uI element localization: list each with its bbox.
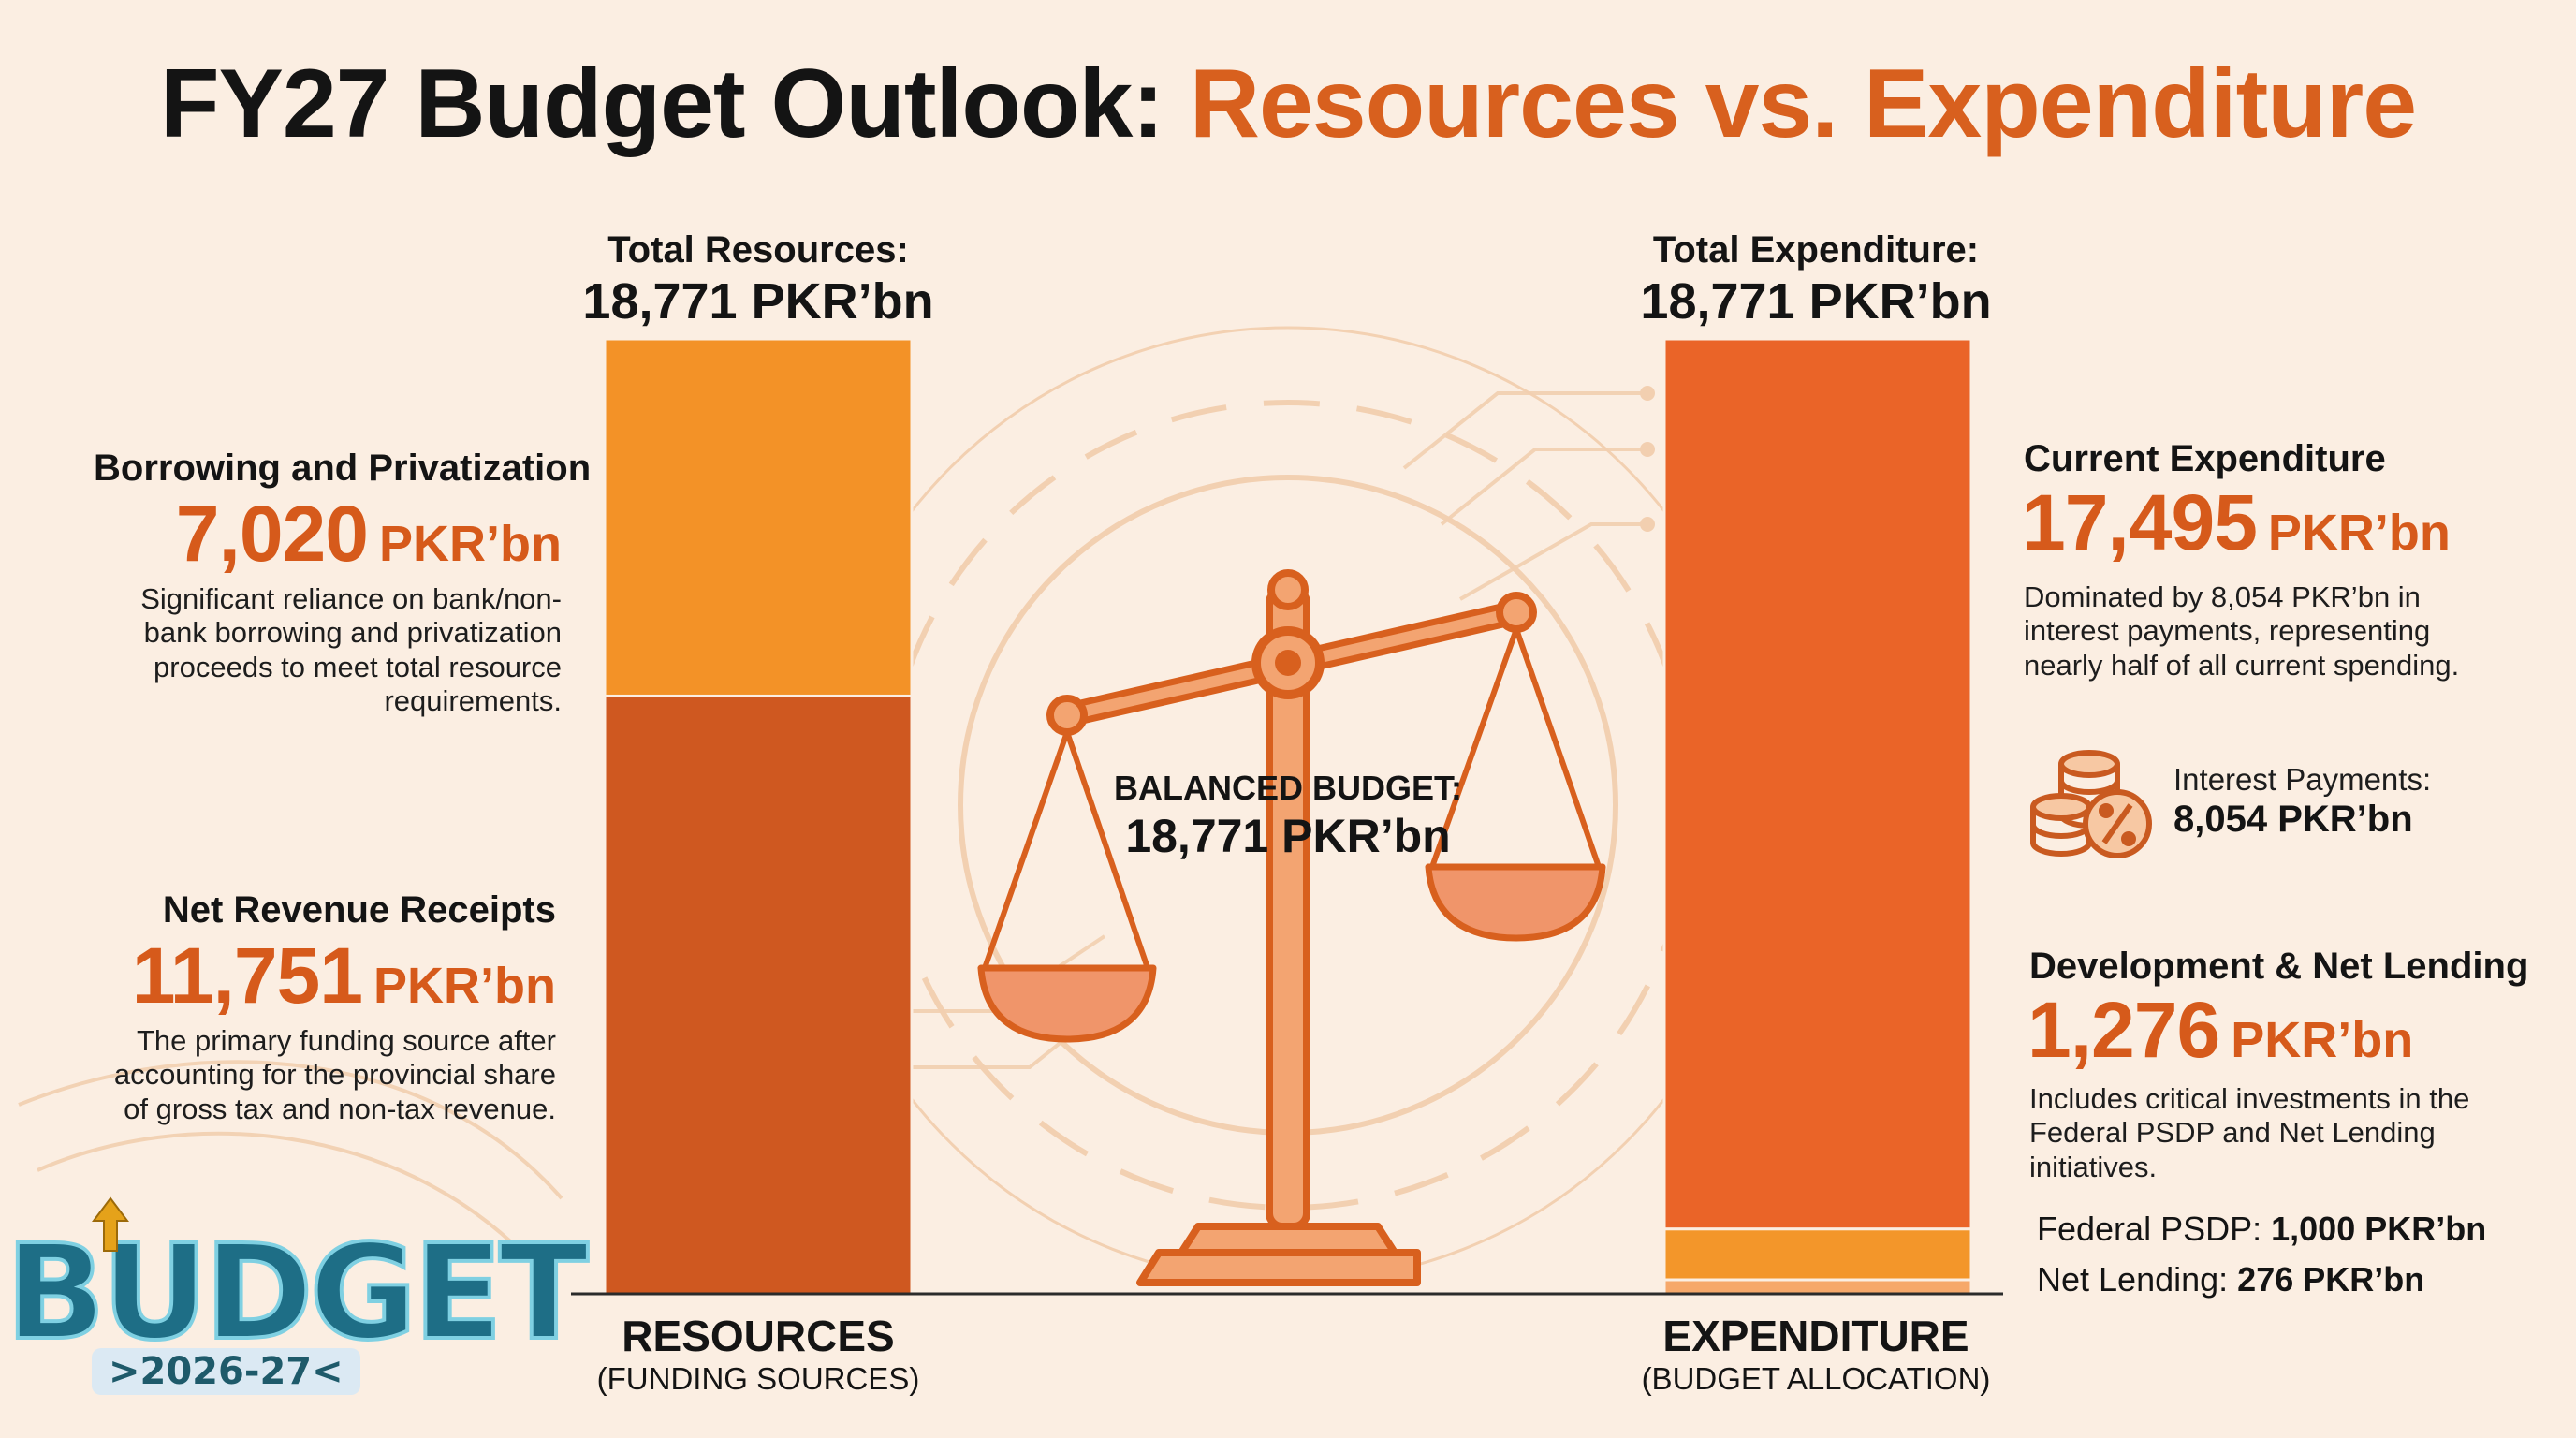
resources-footer-sub: (FUNDING SOURCES) — [596, 1361, 920, 1396]
expenditure-header: Total Expenditure: 18,771 PKR’bn — [1629, 228, 2003, 332]
revenue-title: Net Revenue Receipts — [162, 889, 556, 931]
interest-value: 8,054 PKR’bn — [2174, 798, 2413, 840]
title-accent: Resources vs. Expenditure — [1189, 50, 2417, 158]
net-lending-label: Net Lending: — [2037, 1260, 2229, 1299]
balanced-line1: BALANCED BUDGET: — [1114, 769, 1462, 807]
resources-header-value: 18,771 PKR’bn — [582, 273, 934, 330]
bar-net-revenue-receipts — [603, 694, 914, 1296]
resources-header: Total Resources: 18,771 PKR’bn — [571, 228, 945, 332]
revenue-number: 11,751 — [131, 932, 363, 1020]
revenue-desc: The primary funding source after account… — [113, 1024, 556, 1125]
logo-year: >2026-27< — [92, 1348, 360, 1395]
development-title: Development & Net Lending — [2029, 946, 2529, 987]
expenditure-footer: EXPENDITURE (BUDGET ALLOCATION) — [1591, 1311, 2041, 1397]
logo-word: BUDGET — [4, 1215, 591, 1372]
expenditure-footer-sub: (BUDGET ALLOCATION) — [1641, 1361, 1991, 1396]
resources-header-label: Total Resources: — [607, 229, 909, 271]
resources-footer: RESOURCES (FUNDING SOURCES) — [571, 1311, 945, 1397]
borrowing-unit: PKR’bn — [379, 516, 562, 572]
coins-percent-icon — [2030, 750, 2152, 858]
borrowing-title: Borrowing and Privatization — [94, 448, 592, 489]
current-unit: PKR’bn — [2267, 505, 2451, 561]
bar-federal-psdp — [1662, 1227, 1973, 1282]
development-unit: PKR’bn — [2231, 1012, 2414, 1068]
resources-footer-title: RESOURCES — [622, 1312, 895, 1360]
arrow-up-icon — [92, 1196, 129, 1252]
revenue-unit: PKR’bn — [373, 958, 556, 1014]
expenditure-footer-title: EXPENDITURE — [1662, 1312, 1969, 1360]
interest-label: Interest Payments: — [2174, 762, 2432, 797]
expenditure-header-label: Total Expenditure: — [1652, 229, 1980, 271]
balanced-budget-label: BALANCED BUDGET: 18,771 PKR’bn — [1101, 768, 1475, 864]
borrowing-number: 7,020 — [175, 490, 369, 578]
current-title: Current Expenditure — [2024, 438, 2386, 479]
psdp-line: Federal PSDP: 1,000 PKR’bn — [2037, 1210, 2486, 1249]
development-desc: Includes critical investments in the Fed… — [2029, 1082, 2470, 1183]
psdp-label: Federal PSDP: — [2037, 1210, 2262, 1248]
interest-payments: Interest Payments: 8,054 PKR’bn — [2174, 762, 2548, 841]
balance-scale-icon — [977, 569, 1606, 1286]
borrowing-desc: Significant reliance on bank/non-bank bo… — [140, 582, 562, 717]
net-lending-value: 276 PKR’bn — [2237, 1260, 2425, 1299]
bar-net-lending — [1662, 1278, 1973, 1296]
balanced-line2: 18,771 PKR’bn — [1125, 810, 1451, 863]
revenue-value: 11,751 PKR’bn — [88, 931, 556, 1021]
borrowing-value: 7,020 PKR’bn — [94, 489, 562, 580]
page-title: FY27 Budget Outlook: Resources vs. Expen… — [0, 49, 2576, 160]
title-main: FY27 Budget Outlook: — [159, 50, 1164, 158]
psdp-value: 1,000 PKR’bn — [2271, 1210, 2487, 1248]
net-lending-line: Net Lending: 276 PKR’bn — [2037, 1260, 2424, 1299]
current-number: 17,495 — [2022, 478, 2258, 566]
bar-borrowing-and-privatization — [603, 337, 914, 697]
budget-logo: BUDGET >2026-27< — [4, 1196, 591, 1395]
bar-current-expenditure — [1662, 337, 1973, 1231]
development-value: 1,276 PKR’bn — [2027, 985, 2552, 1076]
current-desc: Dominated by 8,054 PKR’bn in interest pa… — [2024, 580, 2460, 682]
expenditure-header-value: 18,771 PKR’bn — [1640, 273, 1992, 330]
development-number: 1,276 — [2027, 986, 2220, 1074]
current-value: 17,495 PKR’bn — [2022, 477, 2546, 568]
